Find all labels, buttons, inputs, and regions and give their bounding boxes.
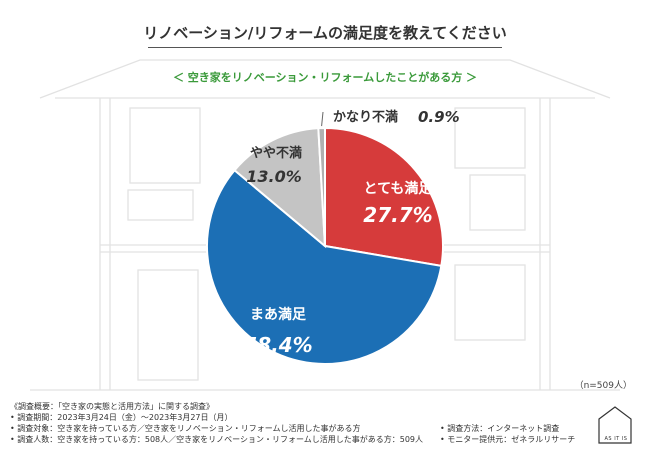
label-very-satisfied: とても満足 — [364, 180, 434, 197]
notes-right-1: • モニター提供元：ゼネラルリサーチ — [440, 435, 576, 444]
notes-left-2: • 調査人数：空き家を持っている方：508人／空き家をリノベーション・リフォーム… — [10, 435, 423, 444]
value-very-satisfied: 27.7% — [363, 203, 432, 227]
slice-very-satisfied — [324, 126, 444, 268]
notes-right-0: • 調査方法：インターネット調査 — [440, 424, 560, 433]
as-it-is-logo — [598, 406, 632, 444]
leader-line-quite-dissatisfied — [321, 111, 324, 127]
chart-subtitle: ＜ 空き家をリノベーション・リフォームしたことがある方 ＞ — [172, 71, 478, 84]
title-underline — [148, 47, 502, 48]
slice-quite-dissatisfied — [317, 126, 326, 247]
notes-left-1: • 調査対象：空き家を持っている方／空き家をリノベーション・リフォームし活用した… — [10, 424, 361, 433]
notes-heading: 《調査概要：「空き家の実態と活用方法」に関する調査》 — [10, 402, 214, 411]
sample-size-label: （n=509人） — [574, 381, 632, 391]
chart-title: リノベーション/リフォームの満足度を教えてください — [143, 24, 507, 42]
label-somewhat-dissatisfied: やや不満 — [250, 145, 302, 161]
logo-text: AS IT IS — [604, 436, 628, 442]
slice-fairly-satisfied — [206, 168, 443, 365]
slice-somewhat-dissatisfied — [233, 127, 327, 249]
value-fairly-satisfied: 58.4% — [243, 333, 312, 357]
value-quite-dissatisfied: 0.9% — [418, 108, 460, 126]
notes-left-0: • 調査期間：2023年3月24日（金）〜2023年3月27日（月） — [10, 413, 233, 422]
value-somewhat-dissatisfied: 13.0% — [246, 167, 302, 186]
label-quite-dissatisfied: かなり不満 — [333, 109, 398, 125]
survey-notes: 《調査概要：「空き家の実態と活用方法」に関する調査》 • 調査期間：2023年3… — [10, 401, 590, 445]
label-fairly-satisfied: まあ満足 — [250, 306, 307, 323]
